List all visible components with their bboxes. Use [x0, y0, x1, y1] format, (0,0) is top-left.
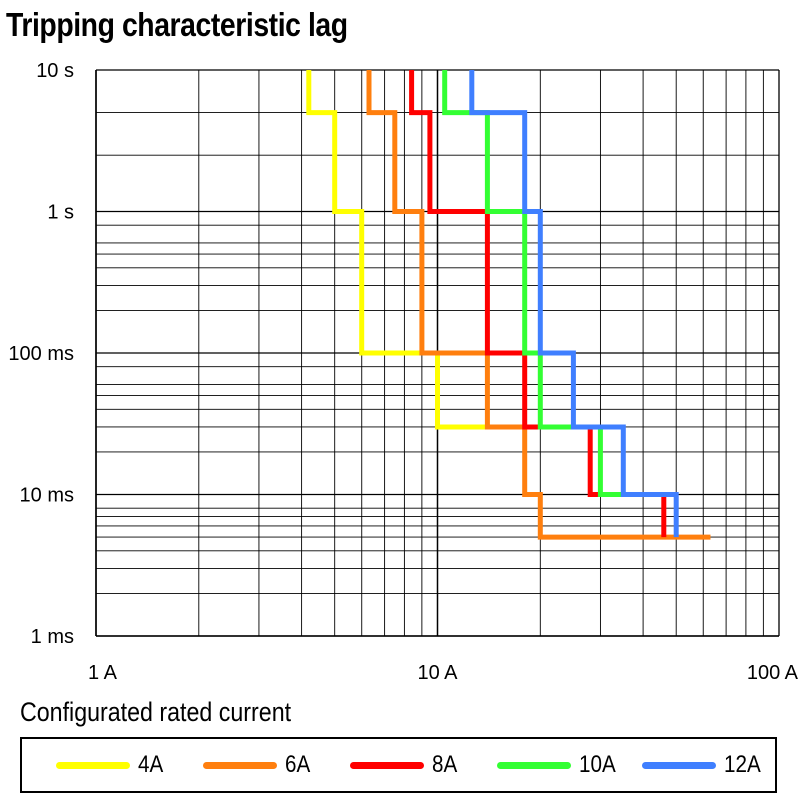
- tripping-chart: 10 s 1 s 100 ms 10 ms 1 ms 1 A 10 A 100 A: [8, 60, 798, 684]
- legend-swatch-8a: [350, 761, 424, 769]
- legend-label-12a: 12A: [724, 751, 761, 778]
- y-tick-label: 100 ms: [8, 343, 74, 365]
- series-line-8a: [409, 70, 667, 538]
- tick-labels: 10 s 1 s 100 ms 10 ms 1 ms 1 A 10 A 100 A: [8, 60, 798, 684]
- legend-label-6a: 6A: [285, 751, 311, 778]
- legend-label-4a: 4A: [138, 751, 164, 778]
- legend-title: Configurated rated current: [20, 697, 292, 727]
- legend-swatch-12a: [642, 761, 716, 769]
- legend-item-8a: 8A: [350, 739, 461, 791]
- legend-swatch-6a: [203, 761, 277, 769]
- chart-title: Tripping characteristic lag: [6, 6, 348, 43]
- series-line-10a: [442, 70, 677, 497]
- y-tick-label: 1 s: [47, 202, 74, 224]
- y-tick-label: 10 ms: [20, 485, 74, 507]
- legend-item-12a: 12A: [642, 739, 767, 791]
- y-tick-label: 10 s: [36, 60, 74, 82]
- y-tick-label: 1 ms: [31, 626, 74, 648]
- series-line-12a: [469, 70, 679, 538]
- legend-item-6a: 6A: [203, 739, 314, 791]
- x-tick-label: 100 A: [747, 662, 799, 684]
- legend-swatch-4a: [56, 761, 130, 769]
- legend-label-8a: 8A: [432, 751, 458, 778]
- legend-swatch-10a: [497, 761, 571, 769]
- legend-item-10a: 10A: [497, 739, 622, 791]
- x-tick-label: 1 A: [88, 662, 118, 684]
- series-layer: [306, 70, 711, 540]
- series-line-4a: [306, 70, 488, 430]
- legend-item-4a: 4A: [56, 739, 167, 791]
- x-tick-label: 10 A: [417, 662, 458, 684]
- legend-label-10a: 10A: [579, 751, 616, 778]
- legend: 4A 6A 8A 10A 12A: [20, 737, 777, 793]
